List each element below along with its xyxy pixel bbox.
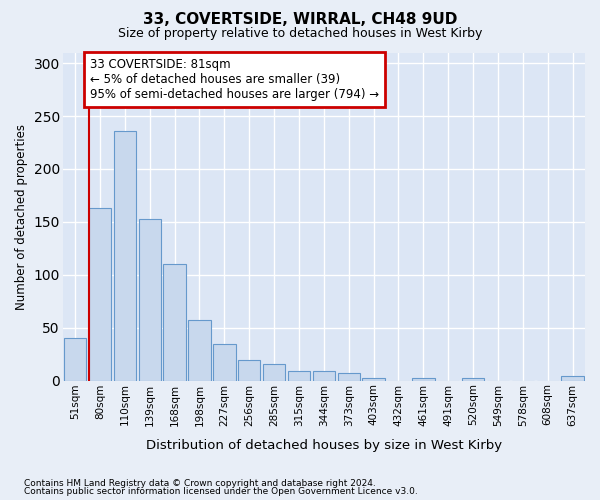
- Bar: [89, 208, 111, 380]
- Bar: [263, 364, 286, 380]
- Bar: [188, 320, 211, 380]
- Bar: [362, 378, 385, 380]
- Text: Contains HM Land Registry data © Crown copyright and database right 2024.: Contains HM Land Registry data © Crown c…: [24, 478, 376, 488]
- Bar: [139, 218, 161, 380]
- Text: Contains public sector information licensed under the Open Government Licence v3: Contains public sector information licen…: [24, 487, 418, 496]
- Bar: [213, 344, 236, 380]
- Bar: [113, 131, 136, 380]
- Text: Size of property relative to detached houses in West Kirby: Size of property relative to detached ho…: [118, 28, 482, 40]
- Bar: [313, 371, 335, 380]
- Bar: [338, 374, 360, 380]
- Bar: [64, 338, 86, 380]
- Bar: [288, 371, 310, 380]
- Text: 33 COVERTSIDE: 81sqm
← 5% of detached houses are smaller (39)
95% of semi-detach: 33 COVERTSIDE: 81sqm ← 5% of detached ho…: [90, 58, 379, 101]
- Bar: [163, 264, 186, 380]
- Bar: [238, 360, 260, 380]
- X-axis label: Distribution of detached houses by size in West Kirby: Distribution of detached houses by size …: [146, 440, 502, 452]
- Bar: [412, 378, 434, 380]
- Text: 33, COVERTSIDE, WIRRAL, CH48 9UD: 33, COVERTSIDE, WIRRAL, CH48 9UD: [143, 12, 457, 28]
- Bar: [462, 378, 484, 380]
- Y-axis label: Number of detached properties: Number of detached properties: [15, 124, 28, 310]
- Bar: [562, 376, 584, 380]
